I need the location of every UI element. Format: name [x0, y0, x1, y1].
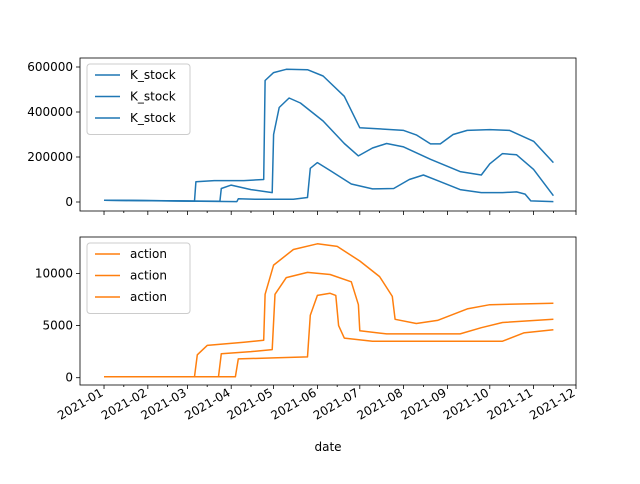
- x-tick-label: 2021-05: [225, 385, 275, 422]
- series-line: [104, 292, 554, 378]
- series-line: [103, 161, 554, 203]
- x-tick-label: 2021-07: [311, 385, 361, 422]
- axes-frame: [79, 57, 577, 212]
- legend-entry: action: [130, 247, 167, 261]
- legend-entry: K_stock: [130, 111, 176, 125]
- y-tick-label: 200000: [27, 150, 73, 164]
- legend-entry: action: [130, 290, 167, 304]
- x-tick-label: 2021-04: [182, 385, 232, 422]
- series-line: [103, 68, 554, 202]
- x-tick-label: 2021-12: [527, 385, 577, 422]
- bottom-panel: 0 5000 10000 action action action: [35, 236, 577, 386]
- x-tick-label: 2021-08: [355, 385, 405, 422]
- x-tick-label: 2021-09: [398, 385, 448, 422]
- y-tick-label: 600000: [27, 60, 73, 74]
- y-tick-label: 400000: [27, 105, 73, 119]
- x-axis-label: date: [314, 440, 341, 454]
- y-tick-label: 5000: [42, 319, 73, 333]
- x-tick-label: 2021-11: [485, 385, 535, 422]
- x-tick-label: 2021-06: [268, 385, 318, 422]
- axes-frame: [79, 236, 577, 386]
- legend: [86, 63, 191, 135]
- y-tick-label: 0: [65, 371, 73, 385]
- x-tick-label: 2021-03: [138, 385, 188, 422]
- y-tick-label: 10000: [35, 266, 73, 280]
- series-line: [104, 271, 554, 378]
- y-tick-label: 0: [65, 195, 73, 209]
- series-line: [103, 97, 554, 203]
- series-line: [104, 243, 554, 378]
- legend-entry: K_stock: [130, 90, 176, 104]
- legend-entry: K_stock: [130, 68, 176, 82]
- legend-entry: action: [130, 269, 167, 283]
- legend: [86, 242, 191, 314]
- x-tick-label: 2021-01: [55, 385, 105, 422]
- x-tick-label: 2021-10: [441, 385, 491, 422]
- top-panel: 0 200000 400000 600000 K_stock K_stock K_stock: [27, 57, 577, 212]
